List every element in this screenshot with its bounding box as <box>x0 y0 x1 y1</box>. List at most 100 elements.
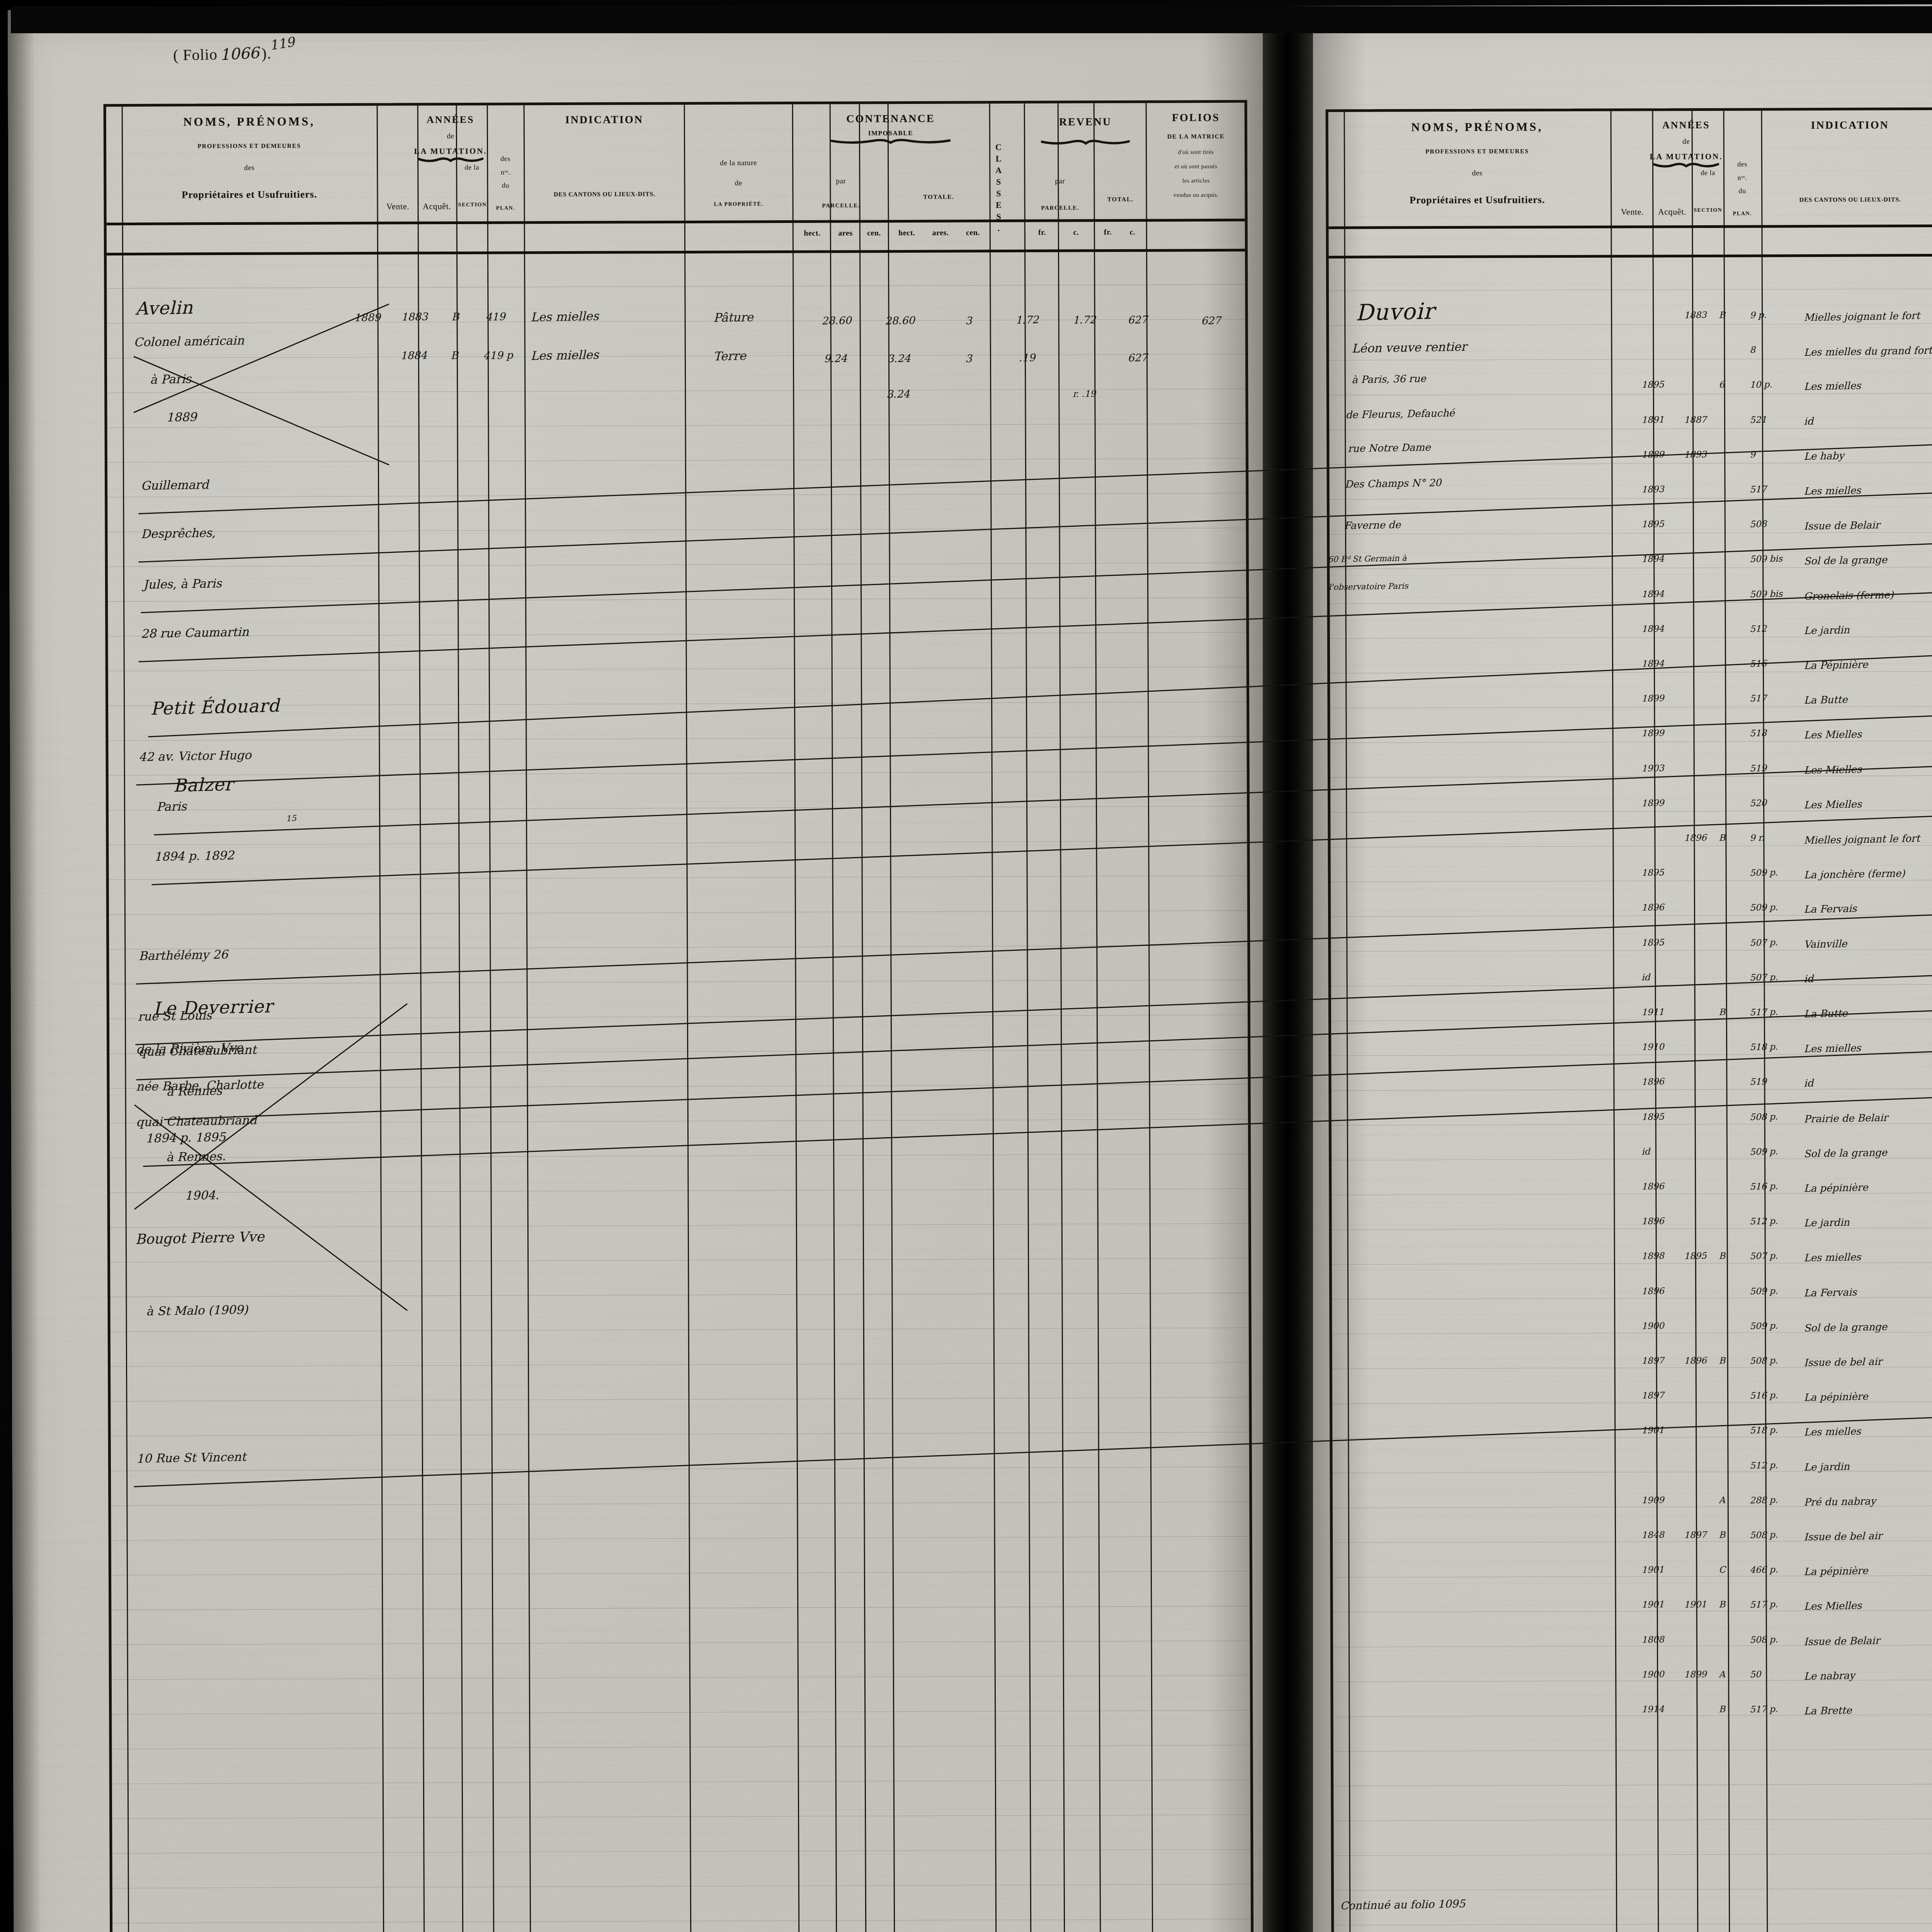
header-noms-line2: PROFESSIONS ET DEMEURES <box>124 142 375 150</box>
cell-plan: 9 r. <box>1750 833 1764 843</box>
cell-plan: 288 p. <box>1750 1495 1778 1505</box>
cell-plan: 508 p. <box>1750 1635 1778 1644</box>
cell-canton: Le jardin <box>1804 1461 1850 1472</box>
cell-plan: 516 <box>1750 659 1767 668</box>
brace-icon <box>794 138 987 145</box>
cell-vente: 1896 <box>1641 903 1664 912</box>
cell-plan: 519 <box>1750 1077 1767 1087</box>
cell-vente: 1891 <box>1641 415 1664 424</box>
cell-canton: Mielles joignant le fort <box>1804 833 1920 845</box>
header-section: de la SECTION <box>1693 169 1723 213</box>
cell-nature: Pâture <box>713 311 753 324</box>
cell-plan: 50 <box>1750 1670 1761 1679</box>
cell-vente: 1895 <box>1641 868 1664 878</box>
header-plan-l1: des <box>489 155 522 163</box>
header-rev-parcelle: PARCELLE. <box>1026 204 1094 211</box>
cell-acquet: 1883 <box>1684 310 1707 320</box>
header-nature: de la nature de LA PROPRIÉTÉ. <box>686 158 791 207</box>
unit-cen-totale: cen. <box>957 228 989 237</box>
cell-vente: 1899 <box>1641 798 1664 808</box>
cell-classe: 3 <box>965 353 972 364</box>
cell-vente: 1894 <box>1641 624 1664 633</box>
entry-owner-address5: 60 Bᵈ St Germain à <box>1328 554 1407 564</box>
col-rule <box>859 104 867 1932</box>
entry-owner-name: Le Deverrier <box>153 997 273 1017</box>
header-vente: Vente. <box>379 201 417 211</box>
cell-section: B <box>451 350 458 361</box>
header-revenu-parcelle: par PARCELLE. <box>1026 177 1094 211</box>
cell-totale: 28.60 <box>885 315 915 326</box>
header-section-l1: de la <box>1693 169 1723 177</box>
cell-vente: 1894 <box>1641 589 1664 599</box>
header-section-l2: SECTION <box>1693 207 1723 213</box>
cell-vente: 1896 <box>1641 1217 1664 1226</box>
header-acquet-label: Acquêt. <box>419 201 455 211</box>
cell-plan: 419 p <box>483 350 513 361</box>
header-plan-l4: PLAN. <box>1725 211 1760 217</box>
col-rule <box>122 107 129 1932</box>
header-plan-l3: du <box>489 182 522 190</box>
header-separator <box>107 219 1245 225</box>
header-plan-l2: nᵒˢ. <box>1725 173 1760 182</box>
cell-plan: 516 p. <box>1750 1182 1778 1191</box>
header-section-l2: SECTION <box>458 201 486 207</box>
cell-plan: 519 <box>1750 764 1767 773</box>
cell-acquet: 1901 <box>1684 1600 1707 1609</box>
header-vente-label: Vente. <box>379 201 417 211</box>
cell-totale: 3.24 <box>886 388 910 399</box>
header-separator <box>1328 223 1932 229</box>
entry-owner-address: à Paris, 36 rue <box>1352 373 1426 384</box>
cell-vente: id <box>1641 1147 1650 1156</box>
header-contenance-totale: TOTALE. <box>889 193 988 201</box>
cell-plan: 508 <box>1750 520 1767 529</box>
cell-canton: Les Mielles <box>1804 729 1862 740</box>
cell-revenu-total: 1.72 <box>1073 314 1096 325</box>
header-noms-line4: Propriétaires et Usufruitiers. <box>124 189 375 201</box>
cell-canton: Issue de Belair <box>1804 520 1880 531</box>
cell-folios-a: 627 <box>1128 315 1148 325</box>
unit-fr-total: fr. <box>1095 228 1121 236</box>
cell-acquet: 1899 <box>1684 1670 1707 1679</box>
col-rule <box>417 105 425 1932</box>
cell-canton: La Fervais <box>1804 1287 1857 1298</box>
cell-section: B <box>1719 1252 1725 1260</box>
header-folios-l4: les articles <box>1147 177 1245 184</box>
ledger-book-spread: ( Folio1066).119 ( Folio1067). 348 <box>11 6 1932 1932</box>
cell-plan: 509 p. <box>1750 1321 1778 1330</box>
cell-vente: 1901 <box>1641 1565 1664 1575</box>
cell-vente: 1889 <box>354 312 381 323</box>
cell-plan: 517 p. <box>1750 1704 1778 1714</box>
cell-canton: Pré du nabray <box>1804 1496 1876 1507</box>
entry-owner-address6: l'observatoire Paris <box>1328 582 1408 592</box>
cell-plan: 507 p. <box>1750 938 1778 947</box>
cell-plan: 509 p. <box>1750 1286 1778 1296</box>
header-contenance-sub: IMPOSABLE <box>794 129 987 137</box>
header-folios-l5: vendus ou acquis. <box>1147 192 1245 199</box>
cell-vente: 1896 <box>1641 1286 1664 1296</box>
cell-plan: 512 p. <box>1750 1461 1778 1470</box>
col-rule <box>487 105 495 1932</box>
cell-parcelle: 9.24 <box>824 353 847 364</box>
header-acquet-label: Acquêt. <box>1653 207 1691 217</box>
header-rev-total: TOTAL. <box>1095 196 1145 203</box>
cell-plan: 520 <box>1750 798 1767 808</box>
unit-cen-parcelle: cen. <box>860 228 888 237</box>
header-noms-line3: des <box>124 163 375 172</box>
units-separator <box>107 249 1245 255</box>
cell-canton: Vainville <box>1804 939 1847 949</box>
cell-totale: 3.24 <box>887 353 911 364</box>
cell-vente: 1897 <box>1641 1391 1664 1400</box>
header-section: de la SECTION <box>458 163 486 208</box>
cell-plan: 8 <box>1750 345 1755 354</box>
col-rule <box>1058 104 1065 1932</box>
header-plan-no: des nᵒˢ. du PLAN. <box>489 155 522 211</box>
header-classes: CLASSES. <box>993 142 1003 235</box>
cell-plan: 516 p. <box>1750 1391 1778 1400</box>
unit-ares-parcelle: ares <box>831 228 860 237</box>
cell-canton: Les mielles <box>531 349 599 362</box>
cell-revenu-parcelle: 1.72 <box>1015 314 1039 325</box>
header-acquet: Acquêt. <box>1653 207 1691 217</box>
cell-vente: 1914 <box>1641 1704 1664 1714</box>
cell-plan: 9 p. <box>1750 311 1767 320</box>
header-noms-prenoms: NOMS, PRÉNOMS, PROFESSIONS ET DEMEURES d… <box>1346 120 1609 206</box>
